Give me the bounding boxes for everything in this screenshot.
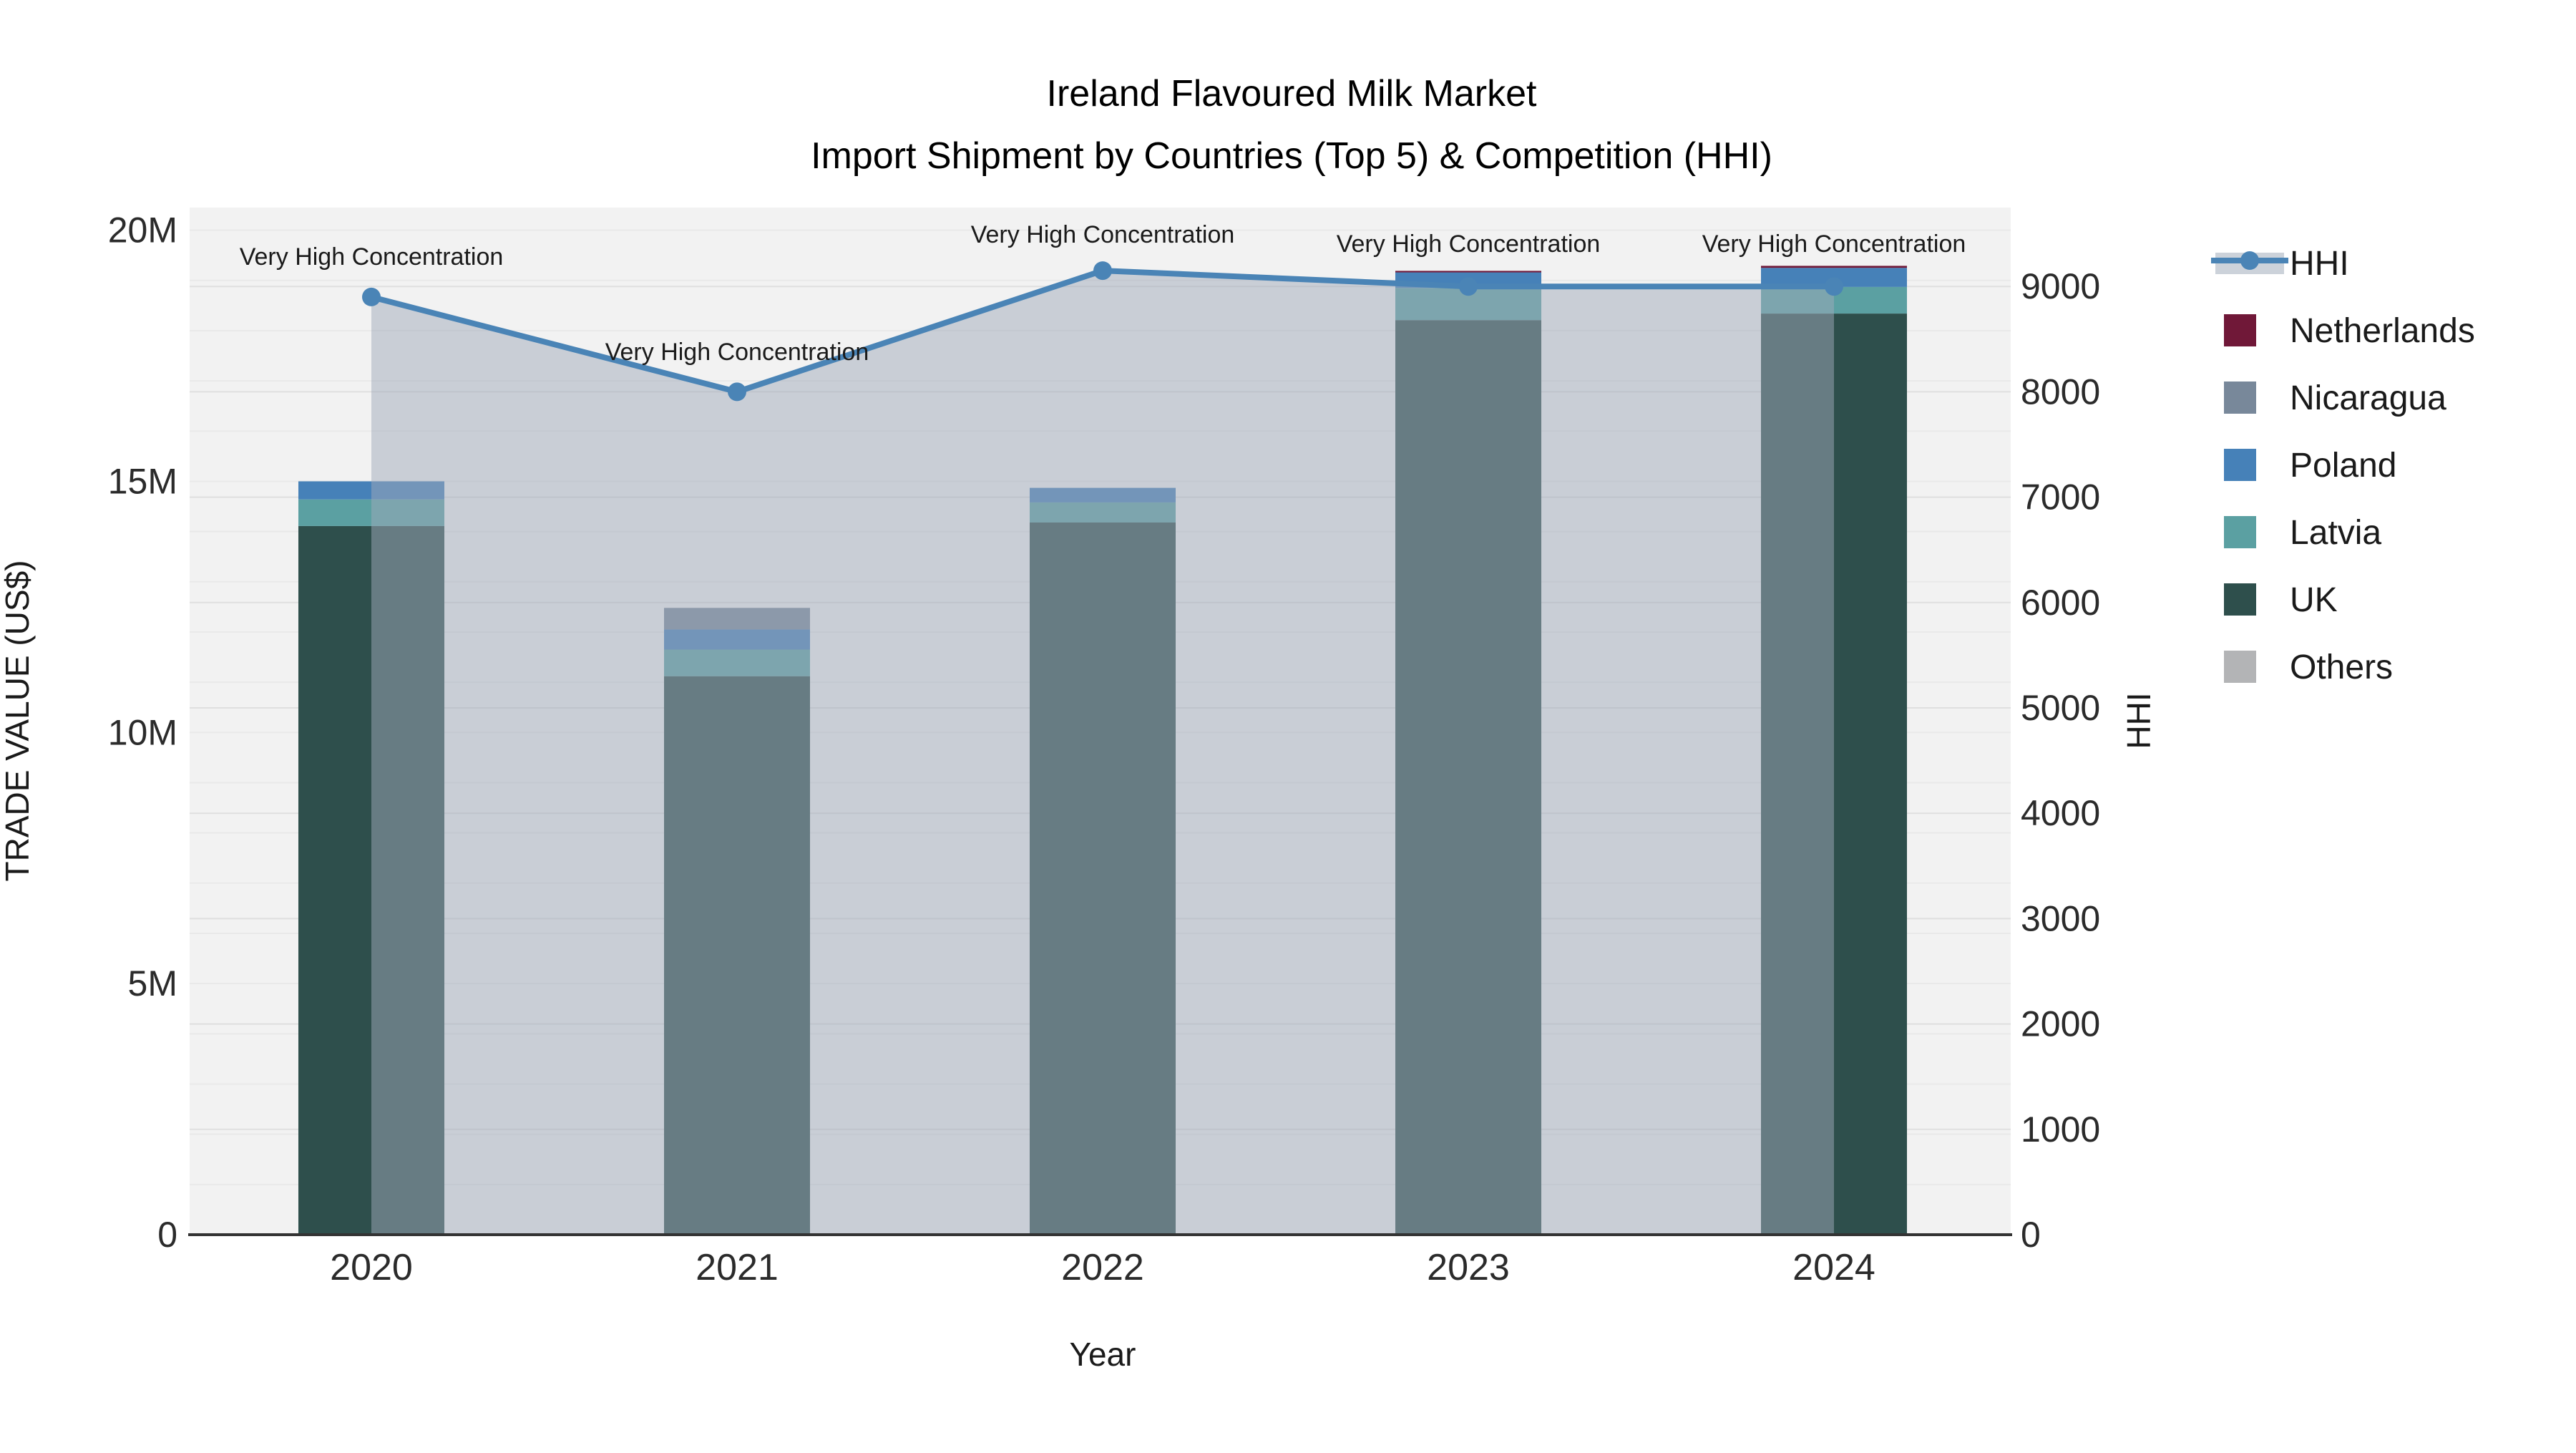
- hhi-marker-2021: [728, 382, 746, 402]
- y-right-tick-label: 0: [2021, 1215, 2041, 1255]
- bar-segment-2024-netherlands: [1761, 266, 1907, 268]
- annotation-2024: Very High Concentration: [1702, 230, 1966, 258]
- annotation-2023: Very High Concentration: [1337, 230, 1601, 258]
- legend-label: Others: [2290, 648, 2393, 686]
- hhi-area-fill: [371, 271, 1834, 1234]
- hhi-marker-2022: [1093, 261, 1112, 281]
- y-right-tick-label: 9000: [2021, 266, 2100, 306]
- x-tick-label-2023: 2023: [1427, 1247, 1510, 1288]
- legend-item-uk[interactable]: UK: [2224, 581, 2338, 619]
- annotation-2020: Very High Concentration: [240, 243, 504, 271]
- legend-label: Poland: [2290, 447, 2396, 485]
- chart-title-line2: Import Shipment by Countries (Top 5) & C…: [811, 135, 1772, 177]
- legend-swatch-nicaragua: [2224, 382, 2256, 414]
- x-tick-label-2022: 2022: [1061, 1247, 1144, 1288]
- y-right-tick-label: 2000: [2021, 1004, 2100, 1044]
- legend-swatch-latvia: [2224, 516, 2256, 548]
- legend-label: Netherlands: [2290, 312, 2475, 350]
- legend-swatch-others: [2224, 651, 2256, 683]
- annotation-2022: Very High Concentration: [971, 221, 1235, 248]
- x-tick-label-2024: 2024: [1792, 1247, 1875, 1288]
- legend-swatch-netherlands: [2224, 314, 2256, 346]
- y-right-tick-label: 7000: [2021, 477, 2100, 517]
- x-tick-label-2020: 2020: [330, 1247, 413, 1288]
- y-right-tick-label: 4000: [2021, 793, 2100, 833]
- y-right-tick-label: 8000: [2021, 371, 2100, 412]
- y-right-tick-label: 3000: [2021, 898, 2100, 938]
- legend-item-nicaragua[interactable]: Nicaragua: [2224, 379, 2446, 417]
- y-left-tick-label: 20M: [108, 210, 177, 251]
- y-right-axis-title: HHI: [2120, 692, 2157, 749]
- legend-item-others[interactable]: Others: [2224, 648, 2393, 686]
- legend-item-latvia[interactable]: Latvia: [2224, 514, 2381, 552]
- hhi-legend-marker: [2240, 251, 2259, 270]
- legend-item-poland[interactable]: Poland: [2224, 447, 2396, 485]
- chart-title-line1: Ireland Flavoured Milk Market: [1047, 73, 1537, 115]
- y-left-tick-label: 10M: [108, 712, 177, 752]
- legend-swatch-poland: [2224, 449, 2256, 481]
- x-axis-title: Year: [1070, 1336, 1136, 1373]
- legend-label: HHI: [2290, 245, 2349, 283]
- y-left-tick-label: 15M: [108, 461, 177, 501]
- legend-label: UK: [2290, 581, 2338, 619]
- annotation-2021: Very High Concentration: [605, 339, 869, 366]
- legend-label: Nicaragua: [2290, 379, 2446, 417]
- x-tick-label-2021: 2021: [696, 1247, 779, 1288]
- y-right-tick-label: 5000: [2021, 688, 2100, 728]
- bar-segment-2023-netherlands: [1395, 271, 1541, 273]
- y-left-axis-title: TRADE VALUE (US$): [0, 560, 36, 881]
- legend-swatch-uk: [2224, 583, 2256, 616]
- y-left-tick-label: 5M: [128, 963, 177, 1004]
- y-right-tick-label: 6000: [2021, 583, 2100, 623]
- y-right-tick-label: 1000: [2021, 1109, 2100, 1150]
- hhi-marker-2023: [1459, 277, 1478, 296]
- hhi-marker-2024: [1825, 277, 1843, 296]
- legend-item-netherlands[interactable]: Netherlands: [2224, 312, 2475, 350]
- legend-item-hhi[interactable]: HHI: [2211, 245, 2349, 283]
- legend-label: Latvia: [2290, 514, 2381, 552]
- y-left-tick-label: 0: [157, 1215, 177, 1255]
- hhi-marker-2020: [362, 287, 381, 306]
